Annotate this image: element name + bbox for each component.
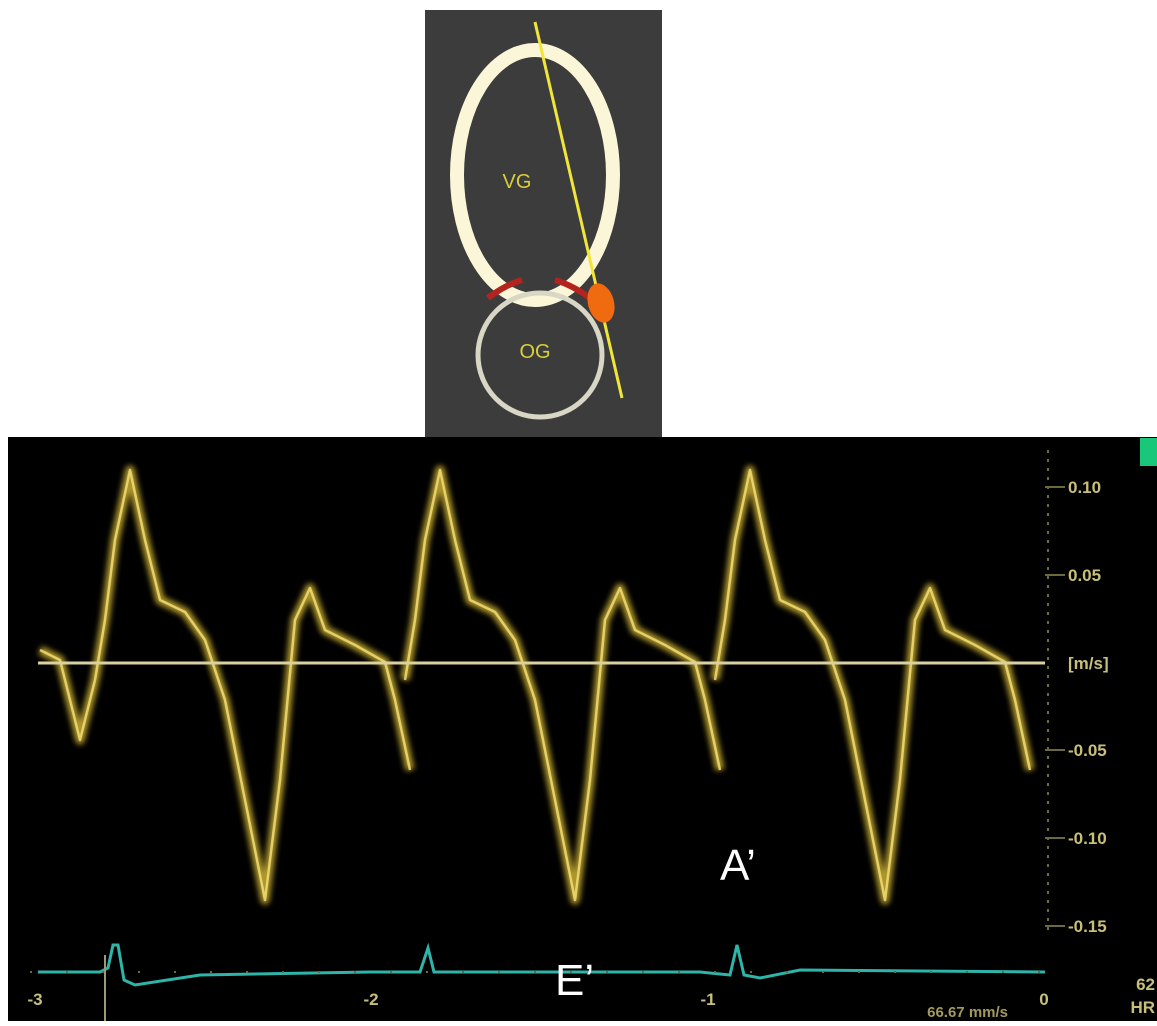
y-tick-label: -0.05 — [1068, 741, 1107, 760]
x-tick-label: 0 — [1039, 990, 1048, 1009]
y-tick-label: 0.10 — [1068, 478, 1101, 497]
annotation: A’ — [720, 841, 756, 890]
y-tick-label: [m/s] — [1068, 654, 1109, 673]
heart-rate: 62 — [1136, 975, 1155, 994]
chamber-label: VG — [503, 171, 532, 193]
sweep-speed: 66.67 mm/s — [927, 1004, 1008, 1021]
y-tick-label: 0.05 — [1068, 566, 1101, 585]
waveform — [37, 470, 1030, 900]
x-tick-label: -1 — [700, 990, 715, 1009]
doppler-panel: 0.10 0.05 [m/s] -0.05 -0.10 -0.15 -3 -2 -1 0 66.… — [8, 437, 1157, 1021]
y-tick-label: -0.10 — [1068, 829, 1107, 848]
annotation: E’ — [555, 956, 594, 1005]
x-tick-label: -3 — [27, 990, 42, 1009]
y-tick-label: -0.15 — [1068, 917, 1107, 936]
x-tick-label: -2 — [363, 990, 378, 1009]
heart-diagram: VG OG — [425, 10, 662, 438]
heart-rate-label: HR — [1130, 998, 1155, 1017]
chamber-label: OG — [519, 341, 550, 363]
